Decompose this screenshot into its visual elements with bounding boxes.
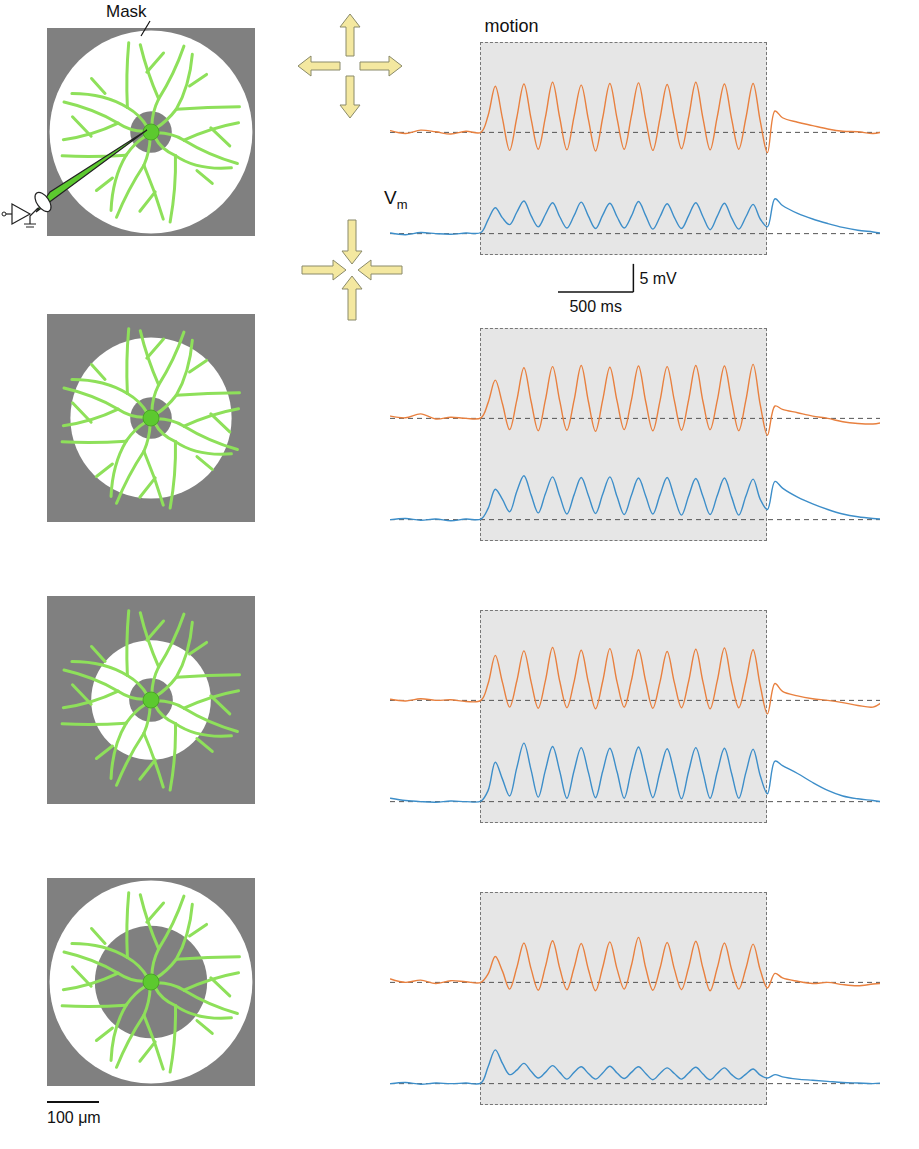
svg-text:Mask: Mask <box>106 2 147 21</box>
svg-text:motion: motion <box>484 16 538 36</box>
svg-text:500 ms: 500 ms <box>569 298 621 315</box>
svg-text:5 mV: 5 mV <box>639 270 677 287</box>
svg-text:Vm: Vm <box>384 187 408 212</box>
svg-text:100 μm: 100 μm <box>47 1109 101 1126</box>
